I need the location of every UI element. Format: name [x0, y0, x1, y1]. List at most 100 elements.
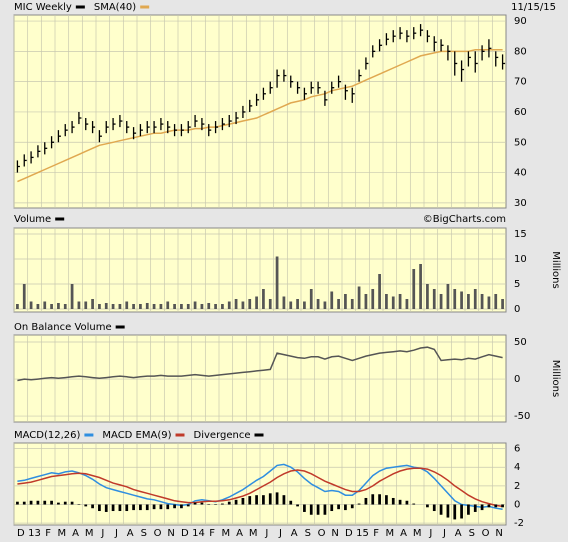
bar — [432, 504, 436, 512]
bar — [316, 299, 320, 309]
bar — [63, 501, 67, 505]
panel-header — [0, 212, 568, 227]
bar — [36, 304, 40, 309]
bar — [77, 301, 81, 309]
x-tick-label: A — [236, 528, 243, 539]
bar — [145, 504, 149, 511]
bar — [186, 504, 190, 507]
bar — [296, 299, 299, 309]
bar — [111, 504, 115, 512]
y-tick-label: 4 — [514, 462, 520, 473]
bar — [22, 501, 26, 505]
y-tick-label: 0 — [514, 374, 520, 385]
x-tick-label: M — [413, 528, 422, 539]
bar — [43, 500, 47, 505]
y-tick-label: 60 — [514, 107, 527, 118]
bar — [180, 304, 183, 309]
bar — [419, 264, 422, 309]
bar — [29, 500, 33, 505]
bar — [214, 304, 217, 309]
bar — [473, 289, 477, 309]
bar — [357, 503, 361, 505]
bar — [43, 301, 47, 309]
bar — [494, 294, 498, 309]
x-tick-label: F — [373, 528, 379, 539]
x-tick-label: O — [154, 528, 162, 539]
bar — [378, 494, 381, 505]
bar — [439, 294, 443, 309]
bar — [330, 504, 334, 512]
y-tick-label: 0 — [514, 304, 520, 315]
bar — [494, 504, 498, 508]
y-tick-label: 5 — [514, 279, 520, 290]
x-tick-label: J — [442, 528, 446, 539]
y-tick-label: 80 — [514, 46, 527, 57]
x-tick-label: D — [181, 528, 189, 539]
legend-label: MACD EMA(9) — [102, 430, 171, 441]
bar — [16, 304, 19, 309]
bar — [221, 503, 224, 505]
bar — [221, 304, 224, 309]
line — [17, 467, 503, 508]
y-axis-label: Millions — [550, 360, 561, 397]
bar — [398, 294, 402, 309]
bar — [152, 304, 156, 309]
bar — [467, 294, 470, 309]
x-tick-label: M — [222, 528, 231, 539]
line — [17, 346, 503, 382]
x-tick-label: 14 — [192, 528, 205, 539]
x-tick-label: A — [400, 528, 407, 539]
x-tick-label: J — [100, 528, 104, 539]
y-tick-label: 0 — [514, 500, 520, 511]
bar — [426, 504, 429, 508]
bar — [193, 301, 197, 309]
x-tick-label: D — [345, 528, 353, 539]
bar — [344, 504, 347, 511]
bar — [227, 501, 231, 505]
bar — [330, 291, 334, 309]
bar — [159, 304, 163, 309]
legend-label: On Balance Volume — [14, 322, 112, 333]
bar — [173, 504, 176, 509]
bar — [22, 284, 26, 309]
x-tick-label: M — [58, 528, 67, 539]
bar — [405, 500, 409, 505]
bar — [132, 304, 135, 309]
x-tick-label: S — [469, 528, 475, 539]
bar — [186, 304, 190, 309]
panel-header — [0, 0, 568, 14]
bar — [391, 296, 395, 309]
x-tick-label: J — [428, 528, 432, 539]
bar — [50, 304, 53, 309]
bar — [200, 304, 204, 309]
x-tick-label: A — [127, 528, 134, 539]
bar — [453, 289, 457, 309]
bar — [480, 294, 484, 309]
x-tick-label: M — [249, 528, 258, 539]
bar — [412, 503, 416, 505]
bar — [98, 304, 101, 309]
bar — [234, 499, 238, 505]
y-axis-label: Millions — [550, 251, 561, 288]
line — [17, 49, 503, 183]
y-tick-label: 40 — [514, 168, 527, 179]
bar — [173, 304, 176, 309]
y-tick-label: 50 — [514, 337, 527, 348]
source: ©BigCharts.com — [423, 214, 506, 225]
x-tick-label: S — [141, 528, 147, 539]
legend-label: MIC Weekly — [14, 2, 72, 13]
bar — [460, 291, 463, 309]
legend-label: MACD(12,26) — [14, 430, 81, 441]
bar — [84, 504, 88, 507]
bar — [248, 496, 252, 505]
y-tick-label: -2 — [514, 518, 524, 529]
bar — [439, 504, 443, 515]
bar — [501, 504, 504, 508]
bar — [104, 303, 108, 309]
bar — [255, 296, 258, 309]
bar — [371, 494, 375, 505]
bar — [180, 504, 183, 509]
bar — [248, 299, 252, 309]
bar — [70, 501, 74, 505]
